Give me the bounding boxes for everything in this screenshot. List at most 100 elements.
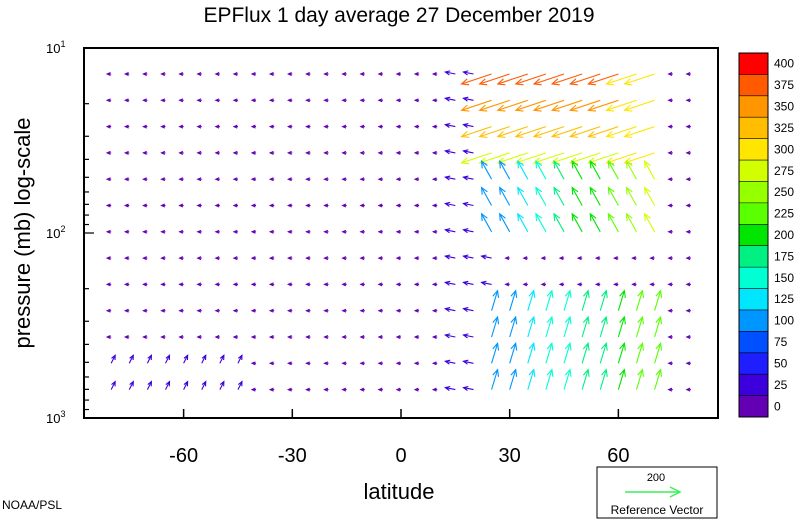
flux-vector <box>142 256 148 261</box>
flux-vector <box>286 124 293 129</box>
colorbar-label: 325 <box>774 121 794 135</box>
flux-vector <box>178 256 184 261</box>
flux-vector <box>535 212 547 233</box>
flux-vector <box>305 308 311 313</box>
flux-vector <box>305 229 311 234</box>
flux-vector <box>444 307 456 313</box>
flux-vector <box>667 124 673 129</box>
colorbar-label: 400 <box>774 57 794 71</box>
flux-vector <box>685 282 691 287</box>
colorbar-swatch <box>739 117 768 140</box>
flux-vector <box>237 380 243 390</box>
flux-vector <box>563 342 572 364</box>
flux-vector <box>377 72 383 76</box>
flux-vector <box>635 368 644 390</box>
flux-vector <box>196 150 202 155</box>
flux-vector <box>631 282 637 287</box>
flux-vector <box>581 342 590 364</box>
flux-vector <box>667 308 673 313</box>
flux-vector <box>444 175 456 181</box>
flux-vector <box>571 186 583 206</box>
flux-vector <box>395 98 401 103</box>
flux-vector <box>431 98 438 103</box>
flux-vector <box>395 229 401 234</box>
flux-vector <box>196 98 202 103</box>
flux-vector <box>685 72 691 76</box>
flux-vector <box>341 150 347 155</box>
colorbar-swatch <box>739 331 768 354</box>
flux-vector <box>635 342 644 364</box>
flux-vector <box>460 73 492 86</box>
flux-vector <box>377 150 383 155</box>
colorbar-label: 0 <box>774 399 781 413</box>
flux-vector <box>232 72 238 76</box>
chart-title: EPFlux 1 day average 27 December 2019 <box>203 4 594 27</box>
flux-vector <box>431 308 438 313</box>
flux-vector <box>413 177 420 182</box>
flux-vector <box>165 354 171 364</box>
flux-vector <box>413 124 420 129</box>
flux-vector <box>613 282 619 287</box>
flux-vector <box>631 256 637 261</box>
flux-vector <box>444 122 456 128</box>
colorbar-swatch <box>739 352 768 375</box>
flux-vector <box>550 152 583 165</box>
flux-vector <box>196 335 202 339</box>
flux-vector <box>685 256 691 261</box>
flux-vector <box>685 124 691 129</box>
flux-vector <box>478 152 510 165</box>
flux-vector <box>214 229 220 234</box>
flux-vector <box>444 333 456 339</box>
flux-vector <box>558 256 565 261</box>
flux-vector <box>286 229 293 234</box>
flux-vector <box>323 282 329 287</box>
flux-vector <box>359 308 365 313</box>
flux-vector <box>250 308 257 313</box>
x-tick-label: -30 <box>278 445 307 467</box>
reference-vector-arrowhead <box>669 486 682 498</box>
flux-vector <box>587 126 619 138</box>
flux-vector <box>587 152 619 165</box>
flux-vector <box>499 212 511 233</box>
flux-vector <box>214 282 220 287</box>
flux-vector <box>395 282 401 287</box>
flux-vector <box>444 96 456 102</box>
flux-vector <box>480 212 493 233</box>
flux-vector <box>587 73 619 86</box>
flux-vector <box>232 256 238 261</box>
flux-vector <box>431 361 438 366</box>
flux-vector <box>250 256 257 261</box>
flux-vector <box>496 99 528 112</box>
flux-vector <box>431 229 438 234</box>
flux-vector <box>462 175 474 181</box>
flux-vector <box>568 152 601 165</box>
flux-vector <box>142 72 148 76</box>
flux-vector <box>635 289 644 311</box>
flux-vector <box>232 98 238 103</box>
flux-vector <box>594 256 601 261</box>
flux-vector <box>142 282 148 287</box>
y-tick-label: 101 <box>46 39 65 56</box>
flux-vector <box>667 229 673 234</box>
flux-vector <box>413 203 420 208</box>
flux-vector <box>250 72 257 76</box>
flux-vector <box>431 124 438 129</box>
flux-vector <box>160 98 166 103</box>
flux-vector <box>509 315 518 338</box>
flux-vector <box>359 98 365 103</box>
flux-vector <box>105 98 112 103</box>
flux-vector <box>359 387 365 392</box>
flux-vector <box>563 289 572 311</box>
flux-vector <box>553 212 565 233</box>
flux-vector <box>377 256 383 261</box>
flux-vector <box>617 342 626 364</box>
flux-vector <box>123 72 130 76</box>
flux-vector <box>268 72 275 76</box>
flux-vector <box>431 256 438 261</box>
flux-vector <box>178 150 184 155</box>
flux-vector <box>395 72 401 76</box>
flux-vector <box>323 335 329 339</box>
flux-vector <box>286 177 293 182</box>
flux-vector <box>105 229 112 234</box>
